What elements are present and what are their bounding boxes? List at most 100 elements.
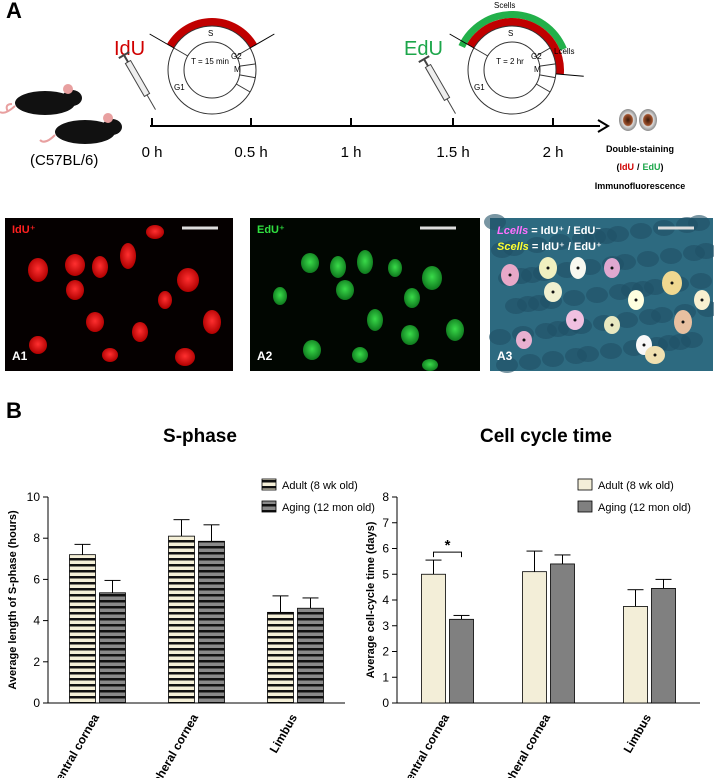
cell bbox=[584, 229, 606, 245]
bar bbox=[168, 535, 195, 704]
timeline-label: 2 h bbox=[543, 144, 564, 161]
cell bbox=[637, 251, 659, 267]
phase-divider bbox=[173, 47, 189, 57]
bar bbox=[550, 563, 575, 704]
cell bbox=[547, 321, 569, 337]
cycle-ring bbox=[167, 25, 257, 115]
chart-title: S-phase bbox=[163, 426, 237, 447]
y-tick-label: 4 bbox=[33, 614, 40, 628]
bar bbox=[297, 607, 324, 704]
bar bbox=[522, 571, 547, 704]
nucleus bbox=[92, 256, 108, 278]
phase-label: G2 bbox=[231, 52, 242, 61]
readout-stain: (IdU / EdU) bbox=[616, 162, 663, 172]
chart-title: Cell cycle time bbox=[480, 426, 612, 447]
nucleus bbox=[29, 336, 47, 354]
phase-divider bbox=[535, 47, 551, 57]
x-tick-label: Limbus bbox=[267, 711, 301, 755]
nucleus bbox=[388, 259, 402, 277]
timeline-label: 1 h bbox=[341, 144, 362, 161]
nucleus bbox=[336, 280, 354, 300]
image-legend: Lcells = IdU⁺ / EdU⁻ bbox=[497, 225, 601, 237]
legend-swatch bbox=[577, 500, 593, 513]
bar bbox=[267, 611, 294, 704]
bar bbox=[449, 618, 474, 704]
phase-label: G1 bbox=[174, 83, 185, 92]
cycle-ring bbox=[467, 25, 557, 115]
nucleus-dot bbox=[546, 266, 550, 270]
cell bbox=[489, 329, 511, 345]
nucleus bbox=[65, 254, 85, 276]
phase-divider bbox=[239, 63, 256, 67]
nucleus bbox=[367, 309, 383, 331]
cell bbox=[542, 351, 564, 367]
cell bbox=[681, 332, 703, 348]
cell bbox=[630, 223, 652, 239]
cycle-inner bbox=[183, 41, 241, 99]
image-id: A1 bbox=[12, 349, 28, 363]
phase-label: S bbox=[208, 29, 213, 38]
y-tick-label: 5 bbox=[382, 567, 389, 581]
chart: Cell cycle time Average cell-cycle time (… bbox=[365, 426, 700, 778]
phase-divider bbox=[235, 47, 251, 57]
window-line bbox=[149, 33, 175, 49]
nucleus bbox=[330, 256, 346, 278]
cell bbox=[644, 279, 666, 295]
image-label: IdU⁺ bbox=[12, 224, 36, 236]
panel-letter: B bbox=[6, 398, 22, 423]
phase-divider bbox=[473, 47, 489, 57]
syringe bbox=[418, 55, 456, 114]
nucleus bbox=[273, 287, 287, 305]
significance-label: * bbox=[445, 537, 451, 554]
cell bbox=[549, 234, 571, 250]
cell bbox=[616, 312, 638, 328]
phase-divider bbox=[539, 74, 556, 79]
phase-label: M bbox=[534, 65, 541, 74]
timeline-label: 0.5 h bbox=[234, 144, 267, 161]
legend-label: Aging (12 mon old) bbox=[282, 502, 375, 514]
nucleus bbox=[301, 253, 319, 273]
nucleus bbox=[177, 268, 199, 292]
nucleus bbox=[175, 348, 195, 366]
nucleus bbox=[404, 288, 420, 308]
micrograph bbox=[5, 218, 233, 371]
cycle-inner bbox=[483, 41, 541, 99]
cell bbox=[658, 335, 680, 351]
nucleus bbox=[86, 312, 104, 332]
edu-label: EdU bbox=[404, 38, 443, 60]
x-tick-label: Central cornea bbox=[48, 711, 102, 778]
image-id: A3 bbox=[497, 349, 513, 363]
timeline-label: 1.5 h bbox=[436, 144, 469, 161]
cell-cycle-diagram: S G2 M G1 T = 15 min bbox=[149, 18, 275, 115]
legend-swatch bbox=[577, 478, 593, 491]
nucleus bbox=[203, 310, 221, 334]
legend-label: Adult (8 wk old) bbox=[598, 480, 674, 492]
nucleus-dot bbox=[642, 343, 646, 347]
nucleus bbox=[158, 291, 172, 309]
nucleus bbox=[422, 359, 438, 371]
chart: S-phase Average length of S-phase (hours)… bbox=[7, 426, 375, 778]
timeline-arrow bbox=[597, 119, 610, 133]
phase-divider bbox=[539, 63, 556, 67]
y-tick-label: 8 bbox=[33, 531, 40, 545]
cell bbox=[484, 214, 506, 230]
y-axis-label: Average length of S-phase (hours) bbox=[7, 510, 19, 690]
strain: (C57BL/6) bbox=[30, 152, 98, 169]
window-line bbox=[555, 73, 584, 77]
bar bbox=[421, 573, 446, 704]
lcells-label: Lcells bbox=[554, 47, 574, 56]
bar bbox=[99, 592, 126, 704]
cell bbox=[607, 226, 629, 242]
bar bbox=[651, 588, 676, 704]
mouse bbox=[0, 84, 122, 144]
timeline-label: 0 h bbox=[142, 144, 163, 161]
x-tick-label: Peripheral cornea bbox=[138, 711, 201, 778]
nucleus-dot bbox=[634, 298, 638, 302]
panel-letter: A bbox=[6, 0, 22, 23]
labeling-arc bbox=[166, 18, 258, 48]
cell bbox=[695, 243, 714, 259]
syringe bbox=[118, 51, 156, 110]
micrograph bbox=[250, 218, 480, 371]
nucleus-dot bbox=[522, 338, 526, 342]
nucleus bbox=[446, 319, 464, 341]
